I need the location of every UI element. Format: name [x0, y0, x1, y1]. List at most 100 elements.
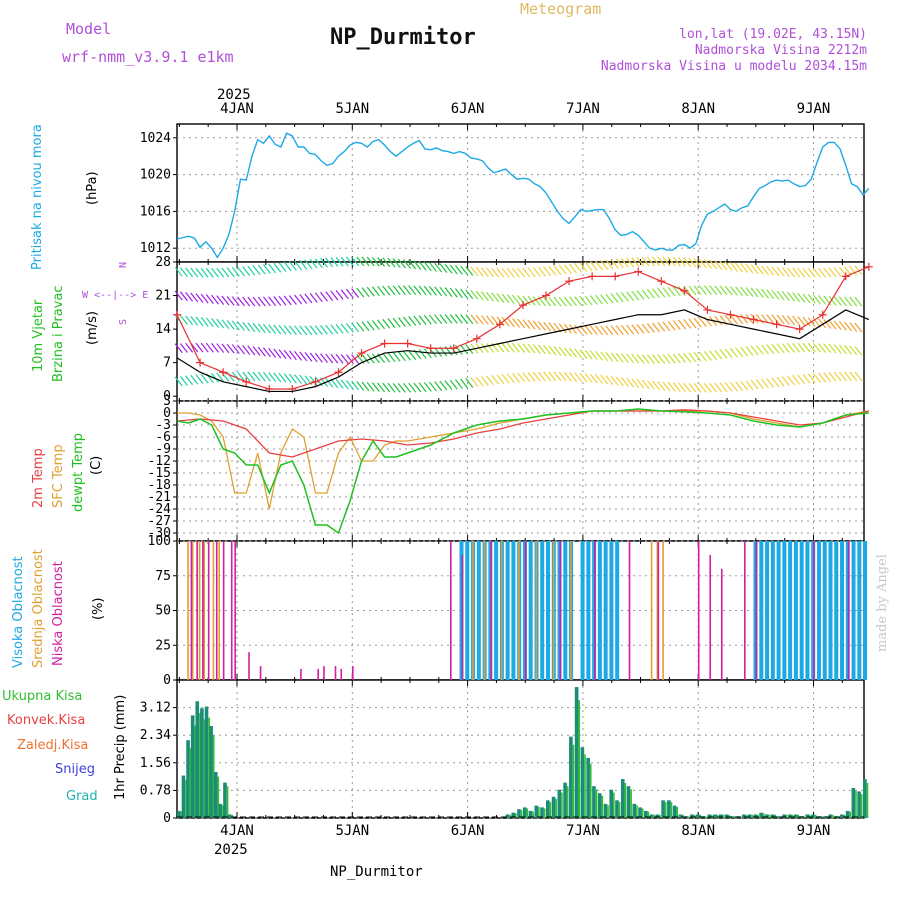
precip-bar-snow [620, 779, 625, 818]
wind-barb [569, 263, 578, 274]
gust-marker [703, 305, 712, 314]
wind-barb [273, 372, 282, 383]
cloud-bar [851, 541, 856, 680]
cloud-bar [505, 541, 510, 680]
wind-barb [579, 295, 588, 306]
cloud-bar [570, 541, 572, 680]
precip-bar-snow [793, 814, 798, 818]
wind-barb [543, 371, 552, 382]
wind-barb [688, 285, 697, 296]
wind-barb [413, 285, 422, 296]
wind-barb [724, 382, 733, 392]
wind-barb [729, 314, 738, 325]
wind-barb [750, 379, 759, 390]
x-tick-label-bottom: 9JAN [797, 823, 831, 839]
wind-barb [579, 262, 588, 273]
wind-barb [543, 296, 552, 307]
precip-bar-snow [828, 814, 833, 818]
precip-bar-total [208, 717, 210, 818]
wind-barb [781, 267, 790, 277]
wind-barb [470, 266, 479, 277]
wind-barb [802, 293, 811, 304]
wind-barb [231, 267, 240, 277]
wind-barb [543, 266, 552, 277]
cloud-bar [465, 541, 470, 680]
wind-barb [641, 323, 650, 334]
wind-barb [294, 260, 303, 271]
wind-barb [299, 294, 308, 304]
wind-barb [574, 263, 583, 273]
wind-barb [392, 351, 401, 362]
wind-barb [221, 343, 230, 354]
wind-barb [200, 342, 209, 353]
wind-barb [833, 267, 842, 277]
gust-marker [772, 320, 781, 329]
wind-barb [532, 267, 541, 277]
wind-barb [844, 371, 853, 382]
wind-barb [351, 288, 360, 298]
y-tick-label: 1012 [140, 241, 171, 256]
wind-barb [579, 349, 588, 359]
wind-barb [418, 315, 427, 325]
precip-bar-total [203, 719, 206, 818]
wind-barb [387, 382, 396, 393]
chart-subtitle: Meteogram [520, 0, 601, 18]
wind-barb [480, 267, 489, 277]
wind-unit: (m/s) [85, 311, 100, 345]
wind-barb [729, 286, 738, 296]
wind-barb [231, 296, 240, 306]
wind-barb [589, 261, 598, 271]
wind-barb [257, 371, 266, 382]
precip-bar-snow [644, 810, 648, 818]
compass-south: S [118, 319, 129, 325]
wind-barb [693, 317, 702, 328]
wind-barb [403, 285, 412, 295]
wind-barb [496, 267, 505, 278]
precip-bar-total [716, 814, 719, 818]
wind-barb [268, 324, 277, 335]
wind-barb [646, 256, 655, 267]
wind-barb [812, 294, 821, 305]
wind-barb [797, 293, 806, 303]
y-tick-label: 0 [163, 811, 171, 826]
wind-barb [802, 316, 811, 327]
wind-barb [636, 354, 645, 364]
year-bottom: 2025 [214, 842, 248, 858]
wind-barb [465, 266, 474, 276]
wind-barb [387, 257, 396, 268]
wind-barb [755, 345, 764, 355]
wind-barb [761, 288, 770, 299]
precip-bar-snow [822, 816, 827, 818]
wind-barb [828, 343, 837, 354]
wind-barb [522, 267, 531, 278]
wind-barb [828, 267, 837, 278]
wind-barb [595, 350, 603, 361]
precip-bar-total [526, 808, 529, 818]
wind-barb [512, 372, 520, 383]
wind-barb [351, 380, 360, 391]
cloud-bar [656, 541, 659, 680]
wind-barb [403, 259, 412, 269]
wind-barb [501, 267, 510, 278]
wind-barb [854, 371, 863, 382]
elevation-label: Nadmorska Visina 2212m [695, 43, 867, 58]
gust-marker [380, 339, 389, 348]
y-tick-label: -21 [148, 490, 171, 505]
wind-barb [672, 353, 681, 364]
wind-barb [288, 350, 297, 361]
wind-barb [688, 257, 697, 268]
y-tick-label: 3 [163, 394, 171, 409]
wind-barb [190, 292, 199, 303]
wind-barb [512, 342, 520, 353]
wind-barb [221, 295, 230, 306]
precip-bar-total [728, 814, 730, 818]
cloud-bar [202, 541, 204, 680]
gust-marker [219, 368, 228, 377]
wind-barb [242, 296, 251, 307]
precip-bar-snow [511, 812, 516, 818]
wind-barb [652, 288, 661, 299]
precip-bar-total [578, 700, 581, 818]
dewpt-line [176, 408, 869, 535]
precip-bar-snow [186, 740, 190, 818]
wind-barb [294, 350, 303, 361]
